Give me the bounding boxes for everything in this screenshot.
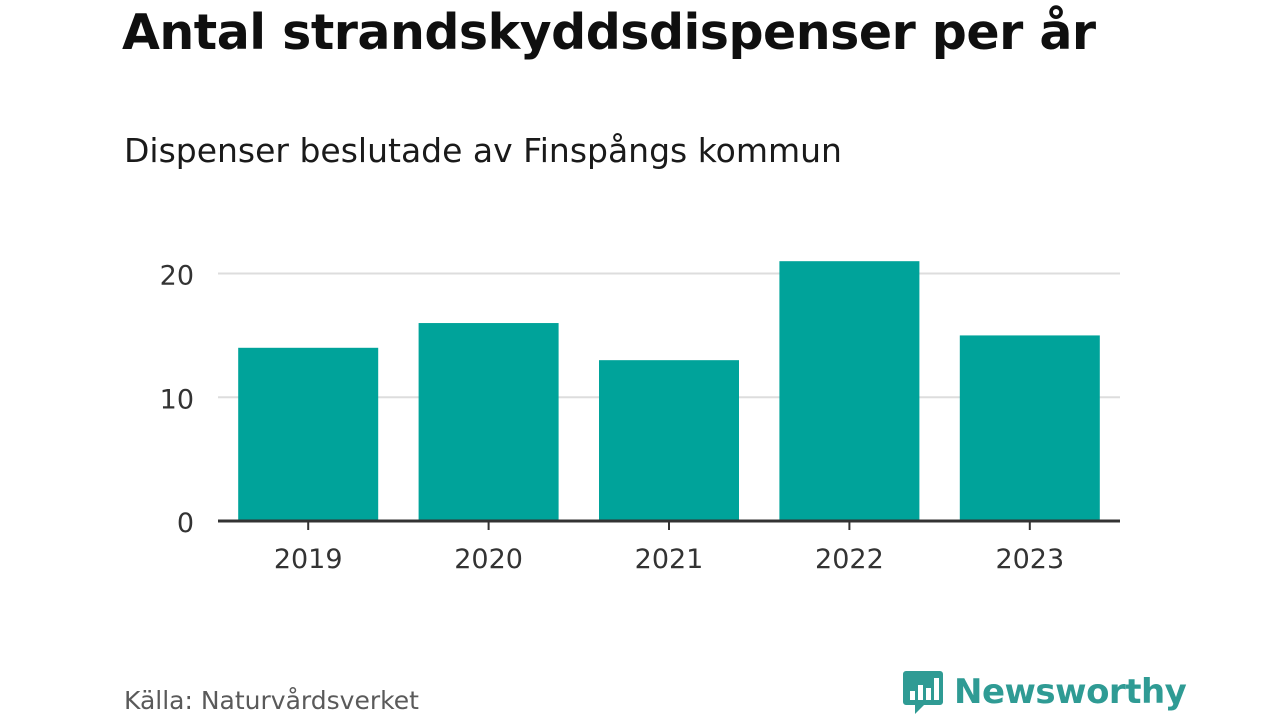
x-tick-label: 2021 xyxy=(635,544,704,575)
x-tick-label: 2020 xyxy=(454,544,523,575)
x-tick-label: 2023 xyxy=(995,544,1064,575)
y-tick-label: 20 xyxy=(160,261,194,292)
bar-chart-speech-bubble-icon xyxy=(903,671,943,714)
bar-2023 xyxy=(959,335,1100,521)
x-tick-label: 2019 xyxy=(274,544,343,575)
x-tick-label: 2022 xyxy=(815,544,884,575)
bar-2021 xyxy=(599,360,739,521)
y-tick-label: 0 xyxy=(177,508,194,539)
bar-chart: 0 10 20 2019 2020 2021 2022 2023 xyxy=(160,261,1120,575)
chart-subtitle: Dispenser beslutade av Finspångs kommun xyxy=(124,131,842,170)
y-tick-label: 10 xyxy=(160,384,194,415)
bar-2022 xyxy=(779,261,920,521)
chart-title: Antal strandskyddsdispenser per år xyxy=(122,4,1096,61)
brand-name: Newsworthy xyxy=(954,672,1187,712)
bar-2019 xyxy=(238,347,379,521)
bar-2020 xyxy=(418,323,559,521)
source-note: Källa: Naturvårdsverket xyxy=(124,686,419,715)
brand-logo: Newsworthy xyxy=(902,669,1187,715)
